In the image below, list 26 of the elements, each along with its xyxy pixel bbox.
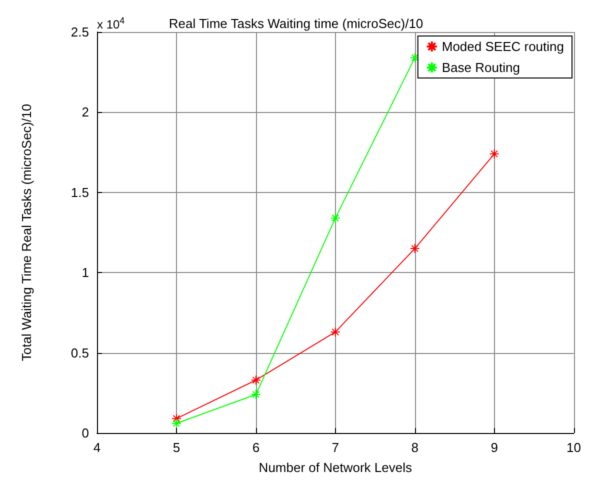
y-tick-label: 0 bbox=[82, 426, 89, 440]
x-axis-title: Number of Network Levels bbox=[258, 460, 412, 475]
point bbox=[171, 414, 182, 424]
point bbox=[330, 213, 340, 224]
point bbox=[250, 390, 261, 400]
point bbox=[171, 418, 182, 428]
x-tick-label: 5 bbox=[172, 440, 180, 455]
point bbox=[410, 244, 420, 254]
x-tick-label: 8 bbox=[411, 440, 418, 455]
legend-label: Moded SEEC routing bbox=[442, 39, 564, 54]
y-tick-label: 1 bbox=[82, 265, 89, 280]
x-tick-label: 7 bbox=[332, 440, 339, 455]
x-tick-label: 6 bbox=[252, 440, 260, 455]
legend-label: Base Routing bbox=[442, 60, 520, 75]
point bbox=[250, 375, 261, 386]
chart-title: Real Time Tasks Waiting time (microSec)/10 bbox=[168, 16, 424, 31]
y-axis-title: Total Waiting Time Real Tasks (microSec)/10 bbox=[19, 104, 34, 362]
point bbox=[330, 326, 340, 337]
x-tick-label: 9 bbox=[490, 440, 498, 455]
y-tick-label: 2 bbox=[82, 104, 89, 120]
x-tick-label: 4 bbox=[93, 440, 101, 455]
x-tick-label: 10 bbox=[566, 440, 582, 455]
point bbox=[489, 148, 500, 159]
y-tick-label: 2.5 bbox=[70, 24, 89, 40]
y-tick-label: 1.5 bbox=[70, 184, 89, 200]
y-tick-label: 0.5 bbox=[70, 345, 89, 360]
